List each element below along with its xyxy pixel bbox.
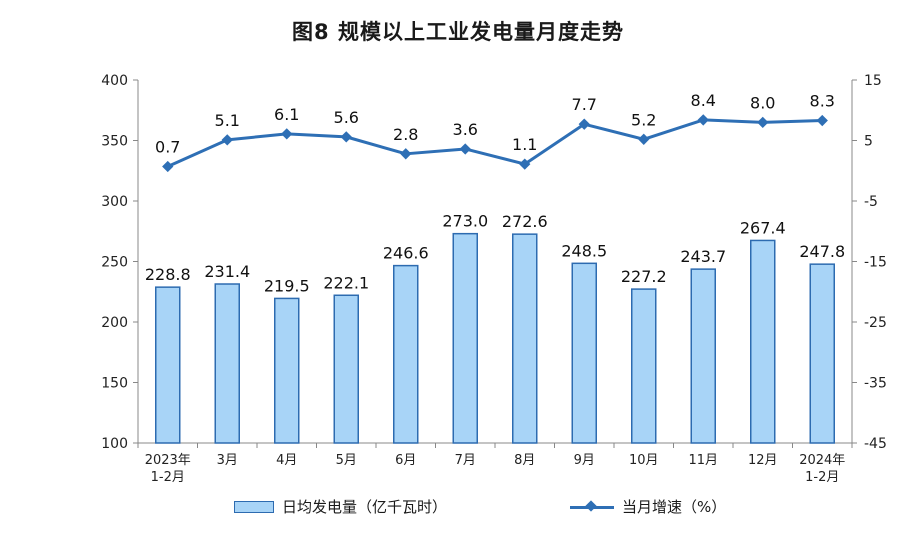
line-data-label: 8.4 bbox=[691, 91, 716, 110]
x-tick-label: 9月 bbox=[574, 453, 595, 468]
right-tick-label: -35 bbox=[864, 376, 887, 392]
bar bbox=[690, 268, 716, 444]
left-tick-label: 400 bbox=[101, 73, 128, 89]
bar-data-label: 248.5 bbox=[561, 241, 607, 260]
bar bbox=[155, 286, 181, 444]
line-point bbox=[697, 114, 709, 126]
bar bbox=[393, 264, 419, 444]
bar bbox=[571, 262, 597, 444]
bar bbox=[809, 263, 835, 444]
bar bbox=[333, 294, 359, 444]
line-data-label: 5.2 bbox=[631, 110, 656, 129]
right-tick-label: 5 bbox=[864, 134, 873, 150]
legend-bar-swatch bbox=[234, 500, 274, 513]
bar-data-label: 219.5 bbox=[264, 276, 310, 295]
line-data-label: 6.1 bbox=[274, 105, 299, 124]
line-point bbox=[459, 143, 471, 155]
bar-data-label: 228.8 bbox=[145, 265, 191, 284]
x-tick-label: 8月 bbox=[514, 453, 535, 468]
line-data-label: 7.7 bbox=[572, 95, 597, 114]
bar-data-label: 231.4 bbox=[204, 262, 250, 281]
legend-item-line: 当月增速（%） bbox=[570, 496, 726, 517]
x-tick-label: 7月 bbox=[455, 453, 476, 468]
line-point bbox=[757, 116, 769, 129]
bar-data-label: 243.7 bbox=[680, 247, 726, 266]
right-tick-label: 15 bbox=[864, 73, 882, 89]
right-tick-label: -15 bbox=[864, 255, 887, 271]
line-point bbox=[221, 134, 233, 146]
x-tick-label: 10月 bbox=[629, 453, 659, 468]
bar-data-label: 222.1 bbox=[323, 273, 369, 292]
legend-line-swatch bbox=[570, 500, 614, 514]
legend-line-label: 当月增速（%） bbox=[622, 498, 727, 516]
line-data-label: 5.1 bbox=[215, 111, 240, 130]
line-point bbox=[281, 128, 293, 140]
bar bbox=[452, 232, 478, 444]
x-tick-label: 3月 bbox=[217, 453, 238, 468]
x-tick-label: 6月 bbox=[395, 453, 416, 468]
left-tick-label: 100 bbox=[101, 436, 128, 452]
line-point bbox=[519, 158, 531, 170]
left-tick-label: 300 bbox=[101, 194, 128, 210]
bar bbox=[750, 239, 776, 444]
line-data-label: 8.3 bbox=[810, 92, 835, 111]
legend-item-bar: 日均发电量（亿千瓦时） bbox=[234, 496, 447, 517]
x-tick-label: 2024年 bbox=[799, 453, 845, 468]
x-tick-label: 1-2月 bbox=[151, 470, 185, 485]
bar-data-label: 246.6 bbox=[383, 244, 429, 263]
line-data-label: 2.8 bbox=[393, 125, 418, 144]
bar bbox=[512, 233, 538, 444]
x-tick-label: 1-2月 bbox=[805, 470, 839, 485]
x-tick-label: 4月 bbox=[276, 453, 297, 468]
bar-data-label: 227.2 bbox=[621, 267, 667, 286]
left-tick-label: 200 bbox=[101, 315, 128, 331]
line-data-label: 0.7 bbox=[155, 138, 180, 157]
line-point bbox=[816, 114, 828, 127]
bar bbox=[214, 283, 240, 444]
left-tick-label: 150 bbox=[101, 376, 128, 392]
left-tick-label: 250 bbox=[101, 255, 128, 271]
line-point bbox=[400, 148, 412, 160]
growth-line bbox=[167, 118, 823, 168]
right-tick-label: -25 bbox=[864, 315, 887, 331]
bar-data-label: 273.0 bbox=[442, 212, 488, 231]
line-point bbox=[638, 133, 650, 145]
bar bbox=[274, 297, 300, 444]
x-tick-label: 12月 bbox=[748, 453, 778, 468]
right-tick-label: -5 bbox=[864, 194, 878, 210]
line-data-label: 8.0 bbox=[750, 93, 775, 112]
bar-data-label: 247.8 bbox=[799, 242, 845, 261]
right-tick-label: -45 bbox=[864, 436, 887, 452]
chart-legend: 日均发电量（亿千瓦时） 当月增速（%） bbox=[0, 496, 916, 526]
x-tick-label: 5月 bbox=[336, 453, 357, 468]
bar-data-label: 267.4 bbox=[740, 218, 786, 237]
line-point bbox=[340, 131, 352, 143]
x-tick-label: 2023年 bbox=[145, 453, 191, 468]
line-point bbox=[162, 160, 174, 173]
x-tick-label: 11月 bbox=[688, 453, 718, 468]
legend-bar-label: 日均发电量（亿千瓦时） bbox=[282, 498, 448, 516]
line-data-label: 3.6 bbox=[453, 120, 478, 139]
left-tick-label: 350 bbox=[101, 134, 128, 150]
bar-data-label: 272.6 bbox=[502, 212, 548, 231]
bar bbox=[631, 288, 657, 444]
line-data-label: 5.6 bbox=[334, 108, 359, 127]
line-data-label: 1.1 bbox=[512, 135, 537, 154]
chart-title: 图8 规模以上工业发电量月度走势 bbox=[292, 20, 624, 44]
